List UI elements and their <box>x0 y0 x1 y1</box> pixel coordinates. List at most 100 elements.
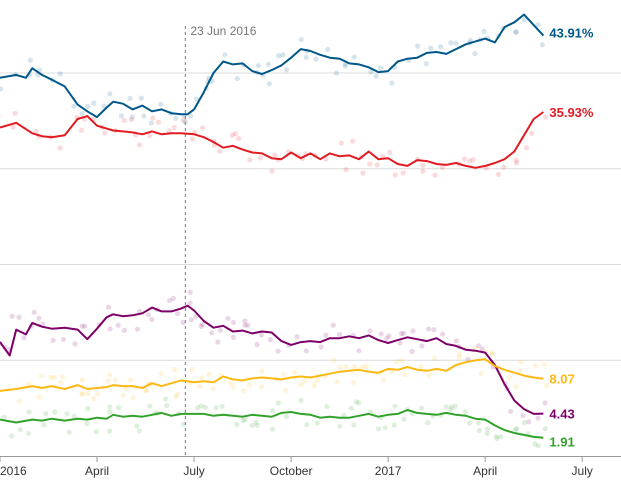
poll-dot <box>526 419 532 425</box>
poll-dot <box>338 140 344 146</box>
poll-dot <box>410 328 416 334</box>
poll-dot <box>127 95 133 101</box>
poll-dot <box>397 340 403 346</box>
poll-dot <box>217 148 223 154</box>
poll-dot <box>318 344 324 350</box>
poll-dot <box>9 433 15 439</box>
poll-dot <box>518 359 524 365</box>
poll-dot <box>472 51 478 57</box>
poll-dot <box>60 336 67 343</box>
poll-dot <box>314 377 320 384</box>
poll-dot <box>336 364 342 370</box>
poll-dot <box>323 156 329 162</box>
poll-dot <box>298 36 304 43</box>
poll-dot <box>66 429 72 435</box>
poll-dot <box>118 113 125 119</box>
poll-dot <box>123 385 129 392</box>
poll-dot <box>466 420 473 426</box>
poll-dot <box>147 133 153 139</box>
poll-dot <box>494 436 500 442</box>
poll-dot <box>453 40 459 46</box>
poll-dot <box>501 164 507 170</box>
poll-dot <box>394 359 400 365</box>
poll-dot <box>325 46 331 52</box>
poll-dot <box>448 40 454 46</box>
poll-dot <box>36 394 42 400</box>
poll-dot <box>147 403 153 409</box>
poll-dot <box>80 390 86 397</box>
poll-dot <box>174 310 181 317</box>
poll-dot <box>107 326 113 332</box>
poll-dot <box>141 113 147 119</box>
poll-dot <box>200 125 206 131</box>
poll-dot <box>367 161 373 167</box>
poll-dot <box>270 408 276 414</box>
poll-dot <box>25 430 32 437</box>
poll-dot <box>282 387 289 393</box>
poll-dot <box>142 387 149 393</box>
poll-dot <box>272 152 278 158</box>
poll-dot <box>506 374 513 380</box>
poll-dot <box>276 53 282 59</box>
poll-dot <box>149 316 155 322</box>
poll-dot <box>145 312 151 318</box>
poll-dot <box>187 113 194 119</box>
poll-dot <box>21 335 27 341</box>
poll-dot <box>400 170 406 176</box>
poll-dot <box>253 419 259 425</box>
poll-dot <box>392 403 398 409</box>
poll-dot <box>513 160 520 166</box>
poll-dot <box>456 354 462 360</box>
poll-dot <box>57 145 63 151</box>
poll-dot <box>392 172 398 178</box>
poll-dot <box>93 429 99 435</box>
poll-dot <box>27 57 33 63</box>
poll-dot <box>155 119 162 125</box>
poll-dot <box>452 403 458 409</box>
poll-dot <box>523 145 530 151</box>
poll-dot <box>337 423 343 429</box>
poll-dot <box>378 331 384 337</box>
poll-dot <box>528 130 535 136</box>
poll-dot <box>36 315 42 321</box>
poll-dot <box>91 100 97 106</box>
poll-dot <box>26 409 32 415</box>
poll-dot <box>466 158 473 164</box>
poll-dot <box>367 328 373 334</box>
poll-dot <box>343 364 349 370</box>
poll-dot <box>541 362 547 368</box>
poll-dot <box>513 427 519 433</box>
series-end-labels: 43.91% 35.93% 4.43 8.07 1.91 <box>549 26 594 450</box>
poll-dot <box>381 377 387 383</box>
poll-dot <box>374 162 380 168</box>
poll-dot <box>95 391 101 397</box>
poll-dot <box>227 380 234 386</box>
poll-dot <box>0 86 4 92</box>
poll-dot <box>294 334 300 340</box>
poll-dot <box>513 29 519 35</box>
poll-dot <box>71 103 77 109</box>
poll-dot <box>166 128 172 134</box>
poll-dot <box>423 61 429 67</box>
poll-dot <box>172 367 178 373</box>
poll-dot <box>331 357 337 363</box>
poll-dot <box>387 149 393 155</box>
poll-dot <box>343 167 349 173</box>
poll-dot <box>229 132 235 138</box>
poll-dot <box>476 428 483 434</box>
poll-dot <box>420 168 426 174</box>
poll-dot <box>174 391 181 397</box>
poll-dot <box>382 425 388 431</box>
poll-dot <box>304 422 310 428</box>
poll-dot <box>138 95 144 101</box>
x-tick-label: 2016 <box>0 464 27 478</box>
end-label-liberal-democrats: 8.07 <box>549 372 574 387</box>
poll-dot <box>242 318 248 324</box>
poll-dot <box>356 348 362 354</box>
poll-dot <box>535 22 541 28</box>
poll-dot <box>164 402 170 409</box>
poll-dot <box>508 408 514 415</box>
poll-dot <box>59 374 66 380</box>
poll-dot <box>532 441 538 447</box>
poll-dot <box>247 157 253 163</box>
